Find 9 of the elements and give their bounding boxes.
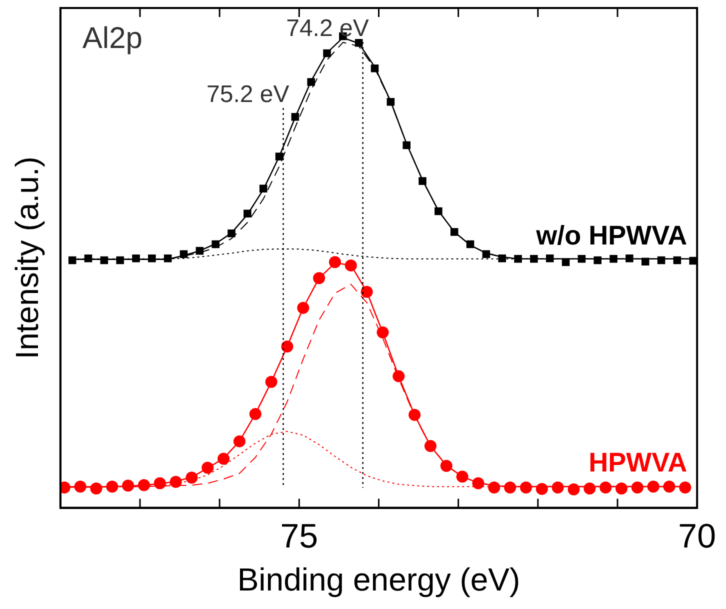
series-label: HPWVA	[588, 448, 688, 478]
ref-line-label: 75.2 eV	[206, 81, 290, 108]
x-tick-label: 70	[678, 518, 716, 556]
y-axis-title: Intensity (a.u.)	[9, 156, 46, 360]
x-tick-label: 75	[280, 518, 318, 556]
series-label: w/o HPWVA	[535, 220, 688, 251]
x-axis-title: Binding energy (eV)	[237, 562, 520, 598]
ref-line-label: 74.2 eV	[286, 15, 369, 42]
annotation: Al2p	[82, 22, 142, 55]
